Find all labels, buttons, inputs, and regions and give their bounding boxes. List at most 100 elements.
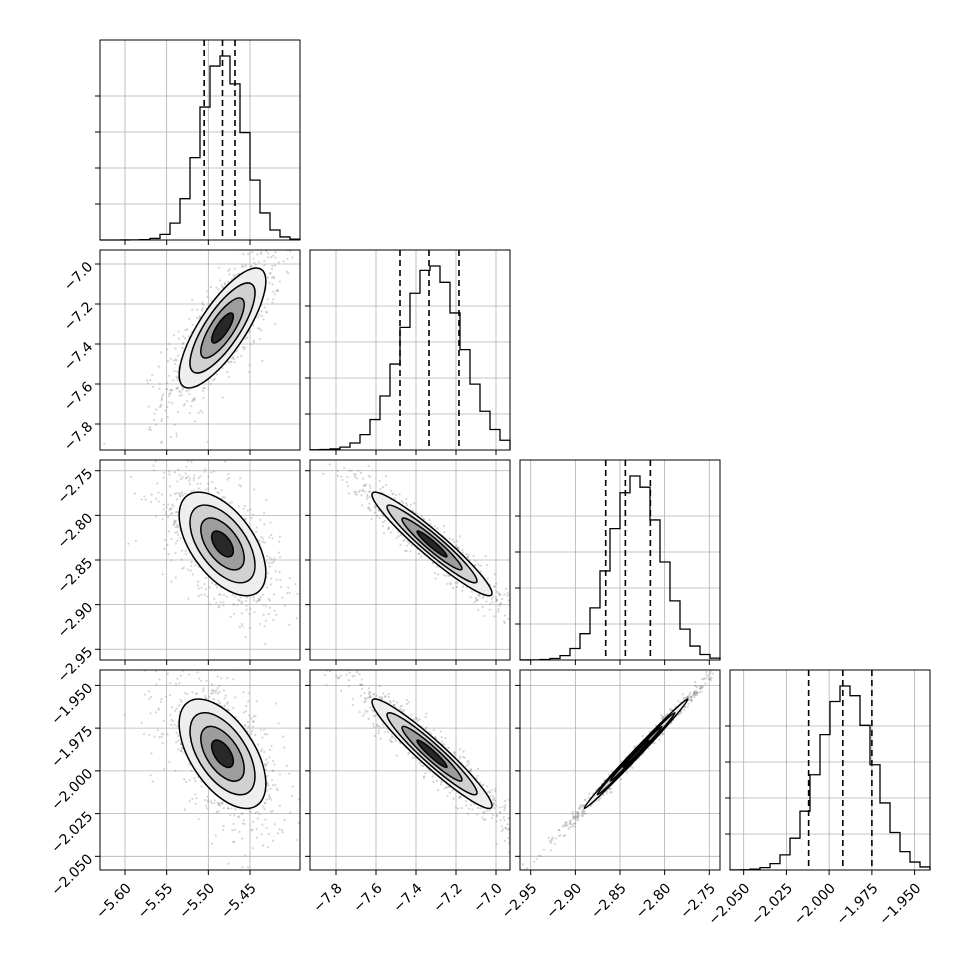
scatter-point [269, 787, 272, 790]
scatter-point [264, 818, 267, 821]
scatter-point [265, 798, 268, 801]
scatter-point [360, 687, 364, 691]
scatter-point [272, 290, 275, 293]
scatter-point [422, 776, 425, 779]
scatter-point [367, 717, 370, 720]
scatter-point [149, 774, 152, 777]
scatter-point [367, 474, 370, 477]
scatter-point [449, 581, 452, 585]
scatter-point [269, 272, 272, 275]
scatter-point [491, 600, 494, 604]
scatter-point [458, 796, 462, 799]
scatter-point [210, 801, 214, 805]
scatter-point [191, 308, 194, 311]
scatter-point [483, 811, 486, 814]
scatter-point [371, 709, 374, 712]
scatter-point [153, 418, 156, 421]
scatter-point [258, 539, 261, 542]
scatter-point [470, 803, 473, 807]
scatter-point [297, 821, 300, 824]
scatter-point [178, 394, 181, 397]
scatter-point [185, 476, 188, 479]
scatter-point [279, 578, 282, 582]
scatter-point [202, 303, 205, 307]
scatter-point [372, 693, 375, 696]
scatter-point [498, 592, 502, 596]
density-level [211, 530, 234, 557]
scatter-point [169, 494, 172, 497]
scatter-point [263, 801, 266, 805]
scatter-point [204, 804, 208, 807]
scatter-point [496, 590, 499, 594]
scatter-point [241, 866, 244, 869]
scatter-point [243, 504, 247, 508]
scatter-point [448, 574, 451, 577]
scatter-point [379, 737, 382, 740]
scatter-point [497, 610, 500, 613]
scatter-point [260, 833, 263, 836]
scatter-point [194, 692, 197, 695]
scatter-point [345, 673, 348, 676]
scatter-point [475, 813, 479, 816]
scatter-point [181, 747, 184, 750]
scatter-point [263, 522, 266, 526]
scatter-point [503, 804, 507, 807]
scatter-point [173, 519, 176, 522]
scatter-point [174, 525, 177, 529]
scatter-point [180, 549, 183, 552]
scatter-point [369, 475, 372, 478]
scatter-point [245, 604, 248, 607]
scatter-point [230, 807, 233, 810]
scatter-point [158, 387, 161, 390]
scatter-point [251, 828, 254, 831]
scatter-point [123, 713, 126, 716]
scatter-point [534, 642, 536, 644]
scatter-point [484, 554, 487, 558]
scatter-point [203, 695, 207, 698]
scatter-point [395, 701, 399, 704]
scatter-point [565, 821, 568, 824]
scatter-point [177, 468, 180, 471]
scatter-point [223, 705, 226, 708]
scatter-point [251, 725, 255, 728]
scatter-point [188, 392, 191, 396]
scatter-point [273, 609, 276, 612]
scatter-point [422, 517, 426, 521]
scatter-point [281, 831, 284, 834]
scatter-point [709, 670, 712, 673]
scatter-point [578, 805, 582, 809]
scatter-point [180, 558, 183, 561]
scatter-point [263, 625, 266, 628]
scatter-point [405, 497, 408, 501]
scatter-point [268, 246, 270, 248]
scatter-point [251, 251, 254, 254]
scatter-point [456, 807, 460, 810]
scatter-point [490, 788, 494, 792]
scatter-point [163, 767, 166, 771]
scatter-point [361, 714, 364, 717]
scatter-point [192, 476, 195, 480]
scatter-point [186, 692, 189, 696]
scatter-point [436, 565, 439, 568]
scatter-point [401, 501, 405, 504]
scatter-point [361, 683, 364, 687]
scatter-point [167, 470, 171, 473]
scatter-point [166, 733, 169, 736]
contour-line [401, 725, 463, 782]
scatter-point [178, 390, 181, 393]
scatter-point [493, 615, 496, 618]
scatter-point [312, 646, 314, 648]
scatter-point [209, 800, 212, 803]
scatter-point [183, 402, 187, 406]
scatter-point [250, 829, 253, 832]
scatter-point [278, 804, 281, 807]
scatter-point [160, 397, 164, 400]
scatter-point [605, 792, 608, 795]
scatter-point [407, 752, 410, 755]
scatter-point [481, 596, 484, 599]
scatter-point [190, 769, 193, 773]
scatter-point [254, 715, 257, 718]
scatter-point [429, 523, 432, 526]
scatter-point [444, 737, 447, 740]
scatter-point [375, 694, 378, 697]
